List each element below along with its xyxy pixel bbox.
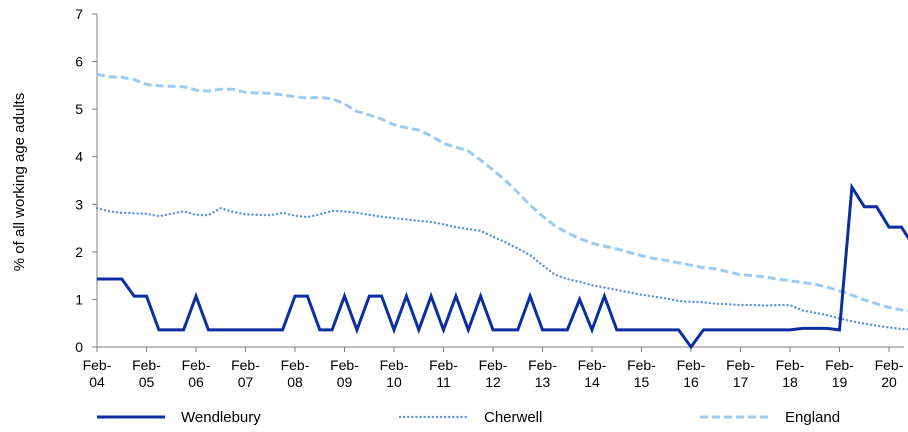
x-tick-label: Feb-09 (330, 357, 359, 390)
legend-label-england: England (785, 409, 840, 426)
y-tick-label: 1 (75, 291, 83, 307)
x-tick-label: Feb-15 (627, 357, 656, 390)
legend-label-cherwell: Cherwell (484, 409, 542, 426)
x-tick-label: Feb-04 (83, 357, 112, 390)
y-tick-label: 5 (75, 101, 83, 117)
series-layer (95, 72, 908, 350)
y-axis-title: % of all working age adults (11, 93, 28, 271)
y-tick-label: 7 (75, 6, 83, 22)
x-tick-label: Feb-11 (429, 357, 458, 390)
y-tick-label: 0 (75, 339, 83, 355)
y-tick-label: 4 (75, 149, 83, 165)
x-tick-label: Feb-19 (825, 357, 854, 390)
y-tick-label: 2 (75, 244, 83, 260)
x-tick-label: Feb-12 (479, 357, 508, 390)
x-tick-label: Feb-07 (231, 357, 260, 390)
legend: Wendlebury Cherwell England (97, 409, 840, 426)
y-axis: 0 1 2 3 4 5 6 7 (75, 6, 98, 355)
x-tick-label: Feb-08 (281, 357, 310, 390)
series-line-england (96, 72, 908, 313)
x-axis: Feb-04 Feb-05 Feb-06 Feb-07 Feb-08 Feb-09 Feb-… (83, 346, 904, 390)
x-tick-label: Feb-20 (875, 357, 904, 390)
series-line-cherwell (95, 206, 908, 331)
x-tick-label: Feb-14 (578, 357, 607, 390)
x-tick-label: Feb-13 (528, 357, 557, 390)
x-tick-label: Feb-05 (132, 357, 161, 390)
x-tick-label: Feb-16 (677, 357, 706, 390)
x-tick-label: Feb-10 (380, 357, 409, 390)
x-tick-label: Feb-18 (776, 357, 805, 390)
y-tick-label: 6 (75, 54, 83, 70)
series-line-wendlebury (97, 182, 908, 350)
x-tick-label: Feb-17 (726, 357, 755, 390)
x-tick-label: Feb-06 (182, 357, 211, 390)
legend-label-wendlebury: Wendlebury (181, 409, 261, 426)
y-tick-label: 3 (75, 196, 83, 212)
